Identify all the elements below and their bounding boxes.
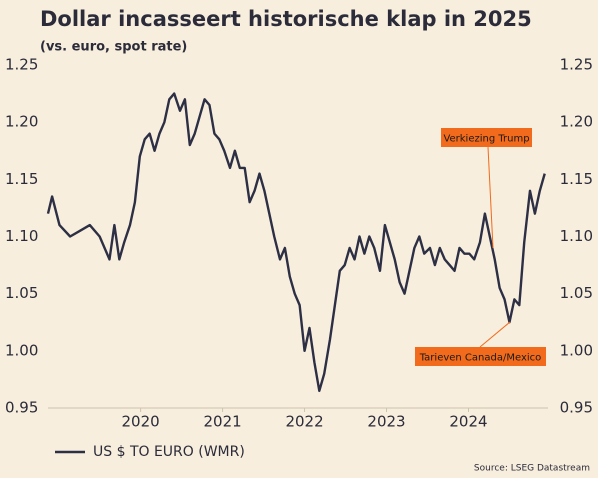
y2-tick-label: 1.20 [560, 113, 593, 131]
y-tick-label: 1.20 [5, 113, 38, 131]
x-tick-label: 2024 [449, 413, 487, 431]
x-tick-label: 2020 [122, 413, 160, 431]
annotation-box [415, 347, 546, 366]
annotation-pointer [479, 321, 511, 348]
annotation-text: Tarieven Canada/Mexico [419, 353, 542, 364]
y2-tick-label: 1.05 [560, 284, 593, 302]
chart-title: Dollar incasseert historische klap in 20… [40, 7, 532, 31]
x-tick-label: 2021 [203, 413, 241, 431]
x-tick-label: 2022 [285, 413, 323, 431]
data-line [46, 92, 546, 393]
chart-subtitle: (vs. euro, spot rate) [40, 40, 187, 55]
y-tick-label: 1.00 [5, 341, 38, 359]
y-tick-label: 1.25 [5, 56, 38, 74]
y-tick-label: 0.95 [5, 399, 38, 417]
legend-label: US $ TO EURO (WMR) [93, 444, 245, 460]
y2-tick-label: 0.95 [560, 399, 593, 417]
y2-tick-label: 1.00 [560, 341, 593, 359]
y-tick-label: 1.15 [5, 170, 38, 188]
y-tick-label: 1.10 [5, 227, 38, 245]
x-tick-label: 2023 [367, 413, 405, 431]
annotation-text: Verkiezing Trump [443, 134, 529, 145]
source: Source: LSEG Datastream [474, 464, 590, 474]
annotation-box [441, 128, 532, 147]
y2-tick-label: 1.15 [560, 170, 593, 188]
annotation-pointer [487, 146, 494, 249]
y2-tick-label: 1.25 [560, 56, 593, 74]
y-tick-label: 1.05 [5, 284, 38, 302]
y2-tick-label: 1.10 [560, 227, 593, 245]
